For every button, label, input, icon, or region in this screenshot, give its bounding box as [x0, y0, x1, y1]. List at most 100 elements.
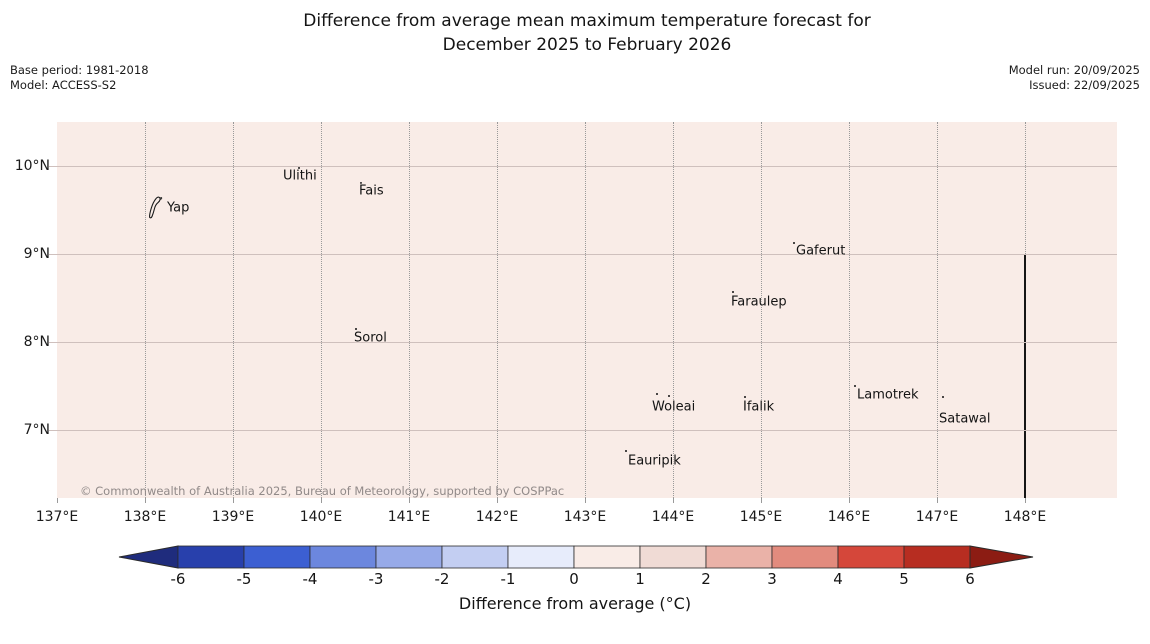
- x-axis-tick-label: 138°E: [123, 509, 167, 525]
- x-axis-tick-label: 139°E: [211, 509, 255, 525]
- colorbar-tick-label: -6: [170, 570, 186, 588]
- colorbar-axis-label: Difference from average (°C): [458, 594, 692, 613]
- x-axis-tick-mark: [937, 498, 938, 503]
- model-text: Model: ACCESS-S2: [10, 78, 117, 92]
- x-axis-tick-label: 143°E: [563, 509, 607, 525]
- island-label: Ulithi: [283, 168, 317, 184]
- x-axis-tick-mark: [585, 498, 586, 503]
- island-marker-dot: [655, 392, 659, 396]
- colorbar-tick-label: 6: [965, 570, 975, 588]
- x-axis-tick-label: 146°E: [827, 509, 871, 525]
- colorbar-segment: [375, 545, 443, 569]
- model-run-text: Model run: 20/09/2025: [1008, 63, 1140, 77]
- x-axis-tick-mark: [145, 498, 146, 503]
- island-marker-dot: [853, 384, 857, 388]
- x-axis-tick-label: 142°E: [475, 509, 519, 525]
- meridian-gridline: [585, 122, 586, 498]
- colorbar-segment: [441, 545, 509, 569]
- colorbar-tick-label: 2: [701, 570, 711, 588]
- meridian-gridline: [761, 122, 762, 498]
- colorbar-left-arrow: [118, 545, 179, 569]
- meridian-gridline: [937, 122, 938, 498]
- colorbar-segment: [507, 545, 575, 569]
- meta-left: Base period: 1981-2018 Model: ACCESS-S2: [10, 63, 149, 93]
- island-marker-dot: [297, 166, 301, 170]
- colorbar-tick-label: -4: [302, 570, 318, 588]
- parallel-gridline: [49, 430, 1117, 431]
- x-axis-tick-mark: [673, 498, 674, 503]
- y-axis-tick-label: 7°N: [23, 422, 50, 438]
- meridian-gridline: [409, 122, 410, 498]
- colorbar-tick-label: -3: [368, 570, 384, 588]
- island-label: Woleai: [652, 399, 696, 415]
- x-axis-tick-label: 148°E: [1003, 509, 1047, 525]
- issued-text: Issued: 22/09/2025: [1029, 78, 1140, 92]
- x-axis-tick-mark: [57, 498, 58, 503]
- meridian-gridline: [849, 122, 850, 498]
- region-boundary-line: [1024, 254, 1026, 498]
- island-label: Satawal: [939, 411, 991, 427]
- x-axis-tick-label: 137°E: [35, 509, 79, 525]
- colorbar-tick-label: -5: [236, 570, 252, 588]
- colorbar-segment: [903, 545, 971, 569]
- island-label: Sorol: [354, 330, 387, 346]
- island-marker-dot: [359, 181, 363, 185]
- x-axis-tick-mark: [1025, 498, 1026, 503]
- y-axis-tick-label: 10°N: [14, 158, 50, 174]
- colorbar-tick-label: 1: [635, 570, 645, 588]
- island-label: Yap: [167, 200, 190, 216]
- colorbar-segment: [573, 545, 641, 569]
- page-title-line1: Difference from average mean maximum tem…: [303, 11, 871, 31]
- x-axis-tick-label: 144°E: [651, 509, 695, 525]
- colorbar-tick-label: -2: [434, 570, 450, 588]
- colorbar-tick-label: 3: [767, 570, 777, 588]
- x-axis-tick-label: 147°E: [915, 509, 959, 525]
- colorbar-segment: [837, 545, 905, 569]
- meta-right: Model run: 20/09/2025 Issued: 22/09/2025: [1009, 63, 1140, 93]
- x-axis-tick-mark: [849, 498, 850, 503]
- x-axis-tick-mark: [761, 498, 762, 503]
- x-axis-tick-mark: [233, 498, 234, 503]
- copyright-attribution: © Commonwealth of Australia 2025, Bureau…: [80, 484, 565, 498]
- page-title: Difference from average mean maximum tem…: [57, 9, 1117, 57]
- island-marker-dot: [667, 394, 671, 398]
- colorbar-tick-label: -1: [500, 570, 516, 588]
- island-label: Gaferut: [796, 243, 846, 259]
- meridian-gridline: [233, 122, 234, 498]
- y-axis-tick-label: 8°N: [23, 334, 50, 350]
- x-axis-tick-mark: [497, 498, 498, 503]
- meridian-gridline: [497, 122, 498, 498]
- colorbar-segment: [309, 545, 377, 569]
- colorbar-right-arrow: [969, 545, 1034, 569]
- parallel-gridline: [49, 166, 1117, 167]
- island-marker-dot: [731, 290, 735, 294]
- y-axis-tick-label: 9°N: [23, 246, 50, 262]
- island-marker-dot: [743, 395, 747, 399]
- page-title-line2: December 2025 to February 2026: [442, 35, 732, 55]
- island-label: Eauripik: [628, 453, 681, 469]
- island-label: Fais: [359, 183, 384, 199]
- parallel-gridline: [49, 342, 1117, 343]
- island-label: Lamotrek: [857, 387, 919, 403]
- map-plot-area: [57, 122, 1117, 498]
- island-marker-dot: [624, 449, 628, 453]
- meridian-gridline: [673, 122, 674, 498]
- colorbar-segment: [243, 545, 311, 569]
- colorbar-segment: [639, 545, 707, 569]
- meridian-gridline: [145, 122, 146, 498]
- colorbar: [118, 545, 1034, 569]
- colorbar-segment: [705, 545, 773, 569]
- island-marker-dot: [354, 327, 358, 331]
- island-marker-dot: [792, 241, 796, 245]
- x-axis-tick-mark: [409, 498, 410, 503]
- island-marker-dot: [941, 395, 945, 399]
- island-label: Ifalik: [743, 399, 775, 415]
- colorbar-segment: [177, 545, 245, 569]
- x-axis-tick-label: 145°E: [739, 509, 783, 525]
- meridian-gridline: [321, 122, 322, 498]
- colorbar-segment: [771, 545, 839, 569]
- yap-island-outline-icon: [149, 196, 163, 219]
- colorbar-tick-label: 4: [833, 570, 843, 588]
- x-axis-tick-mark: [321, 498, 322, 503]
